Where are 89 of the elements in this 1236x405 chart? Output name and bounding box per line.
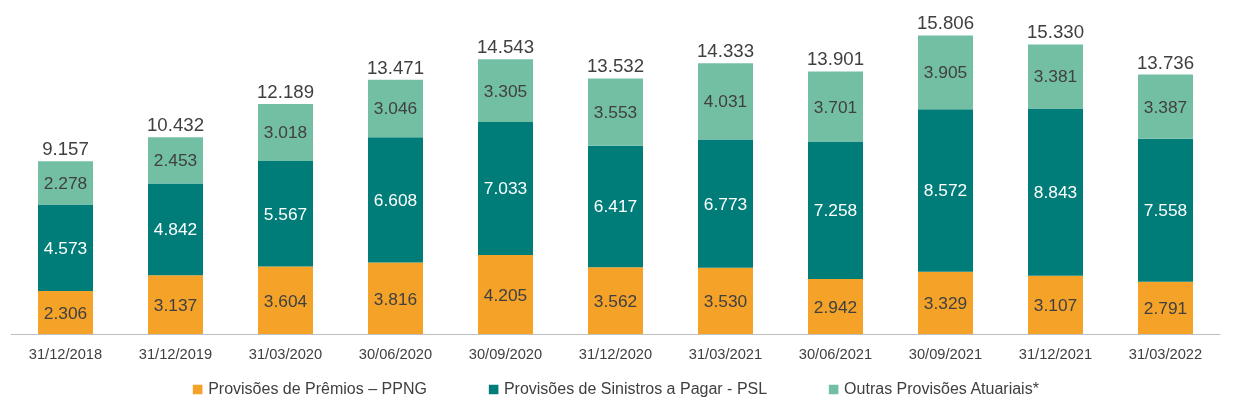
data-label: 3.018 xyxy=(263,122,308,143)
x-tick-label: 31/12/2019 xyxy=(138,345,213,362)
bar xyxy=(478,121,533,256)
total-label: 9.157 xyxy=(42,138,89,160)
data-label: 7.033 xyxy=(483,178,528,199)
bar xyxy=(808,141,863,279)
data-label: 3.816 xyxy=(373,288,418,309)
data-label: 2.942 xyxy=(813,296,858,317)
data-label: 4.031 xyxy=(703,91,748,112)
x-tick-label: 31/03/2022 xyxy=(1128,345,1203,362)
data-label: 3.701 xyxy=(813,96,858,117)
total-label: 14.333 xyxy=(696,40,755,62)
legend-label: Provisões de Prêmios – PPNG xyxy=(208,380,427,398)
bar xyxy=(1028,44,1083,109)
data-label: 8.572 xyxy=(923,180,968,201)
data-label: 3.137 xyxy=(153,294,198,315)
x-tick-label: 30/06/2021 xyxy=(798,345,873,362)
bar xyxy=(1138,281,1193,335)
data-label: 3.107 xyxy=(1033,295,1078,316)
data-label: 3.530 xyxy=(703,291,748,312)
total-label: 15.806 xyxy=(916,12,975,34)
bar xyxy=(1138,74,1193,139)
bar xyxy=(588,78,643,146)
bar xyxy=(258,103,313,162)
total-label: 13.471 xyxy=(366,56,425,78)
data-label: 6.608 xyxy=(373,189,418,210)
bar xyxy=(258,266,313,335)
x-tick-label: 30/06/2020 xyxy=(358,345,433,362)
bar xyxy=(698,267,753,335)
data-label: 2.278 xyxy=(43,172,88,193)
data-label: 3.562 xyxy=(593,290,638,311)
x-tick-label: 31/03/2020 xyxy=(248,345,323,362)
total-label: 13.736 xyxy=(1136,51,1195,73)
x-tick-label: 31/03/2021 xyxy=(688,345,763,362)
bar xyxy=(588,267,643,335)
total-label: 15.330 xyxy=(1026,21,1085,43)
data-label: 3.381 xyxy=(1033,66,1078,87)
bar xyxy=(808,278,863,335)
x-tick-label: 31/12/2021 xyxy=(1018,345,1093,362)
data-label: 3.905 xyxy=(923,62,968,83)
data-label: 4.842 xyxy=(153,219,198,240)
data-label: 3.604 xyxy=(263,290,308,311)
data-label: 2.453 xyxy=(153,150,198,171)
bar xyxy=(808,71,863,142)
bar xyxy=(698,63,753,140)
bar xyxy=(918,271,973,335)
x-tick-label: 30/09/2021 xyxy=(908,345,983,362)
bar xyxy=(478,59,533,122)
legend-label: Outras Provisões Atuariais* xyxy=(844,380,1039,398)
bar xyxy=(148,183,203,276)
x-tick-label: 30/09/2020 xyxy=(468,345,543,362)
bar xyxy=(148,275,203,335)
bar xyxy=(588,145,643,268)
data-label: 4.573 xyxy=(43,237,88,258)
x-tick-label: 31/12/2018 xyxy=(28,345,103,362)
data-label: 7.558 xyxy=(1143,200,1188,221)
data-label: 3.305 xyxy=(483,80,528,101)
x-tick-label: 31/12/2020 xyxy=(578,345,653,362)
total-label: 12.189 xyxy=(256,80,315,102)
bar xyxy=(478,255,533,335)
bar xyxy=(1028,108,1083,276)
legend-label: Provisões de Sinistros a Pagar - PSL xyxy=(503,380,768,398)
bar xyxy=(1138,138,1193,282)
total-label: 13.901 xyxy=(806,48,865,70)
bar xyxy=(918,35,973,110)
bar xyxy=(918,109,973,272)
data-label: 2.791 xyxy=(1143,298,1188,319)
total-label: 10.432 xyxy=(146,114,205,136)
data-label: 3.553 xyxy=(593,102,638,123)
data-label: 6.773 xyxy=(703,193,748,214)
data-label: 7.258 xyxy=(813,200,858,221)
data-label: 2.306 xyxy=(43,302,88,323)
bar xyxy=(148,137,203,184)
total-label: 14.543 xyxy=(476,36,535,58)
bar xyxy=(1028,275,1083,335)
data-label: 8.843 xyxy=(1033,182,1078,203)
data-label: 3.387 xyxy=(1143,96,1188,117)
bar xyxy=(258,161,313,267)
total-label: 13.532 xyxy=(586,55,645,77)
data-label: 3.329 xyxy=(923,293,968,314)
bar xyxy=(368,262,423,335)
bar xyxy=(368,79,423,138)
data-label: 6.417 xyxy=(593,196,638,217)
data-label: 5.567 xyxy=(263,203,308,224)
data-label: 3.046 xyxy=(373,98,418,119)
bar xyxy=(368,137,423,263)
bar xyxy=(38,204,93,292)
bar xyxy=(698,139,753,268)
data-label: 4.205 xyxy=(483,284,528,305)
